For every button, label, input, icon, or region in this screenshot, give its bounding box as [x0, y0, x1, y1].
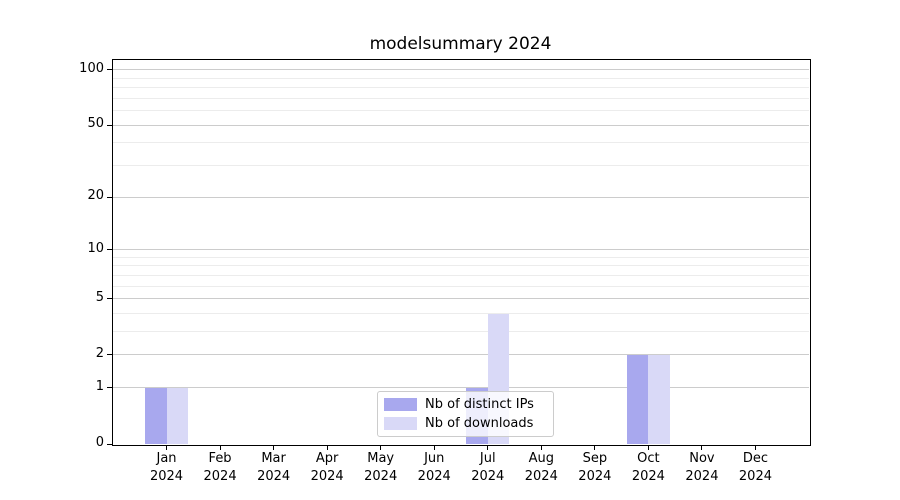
y-tick-label: 2	[95, 345, 104, 361]
x-tick	[594, 445, 596, 450]
gridline-major	[113, 249, 809, 251]
legend-label: Nb of distinct IPs	[425, 397, 534, 413]
x-tick	[273, 445, 275, 450]
gridline-major	[113, 387, 809, 389]
gridline-minor	[113, 97, 809, 99]
y-tick	[107, 249, 112, 251]
x-tick-label: Oct 2024	[631, 451, 665, 484]
x-tick-label: Aug 2024	[524, 451, 558, 484]
x-tick	[487, 445, 489, 450]
gridline-minor	[113, 77, 809, 79]
legend-label: Nb of downloads	[425, 415, 534, 431]
y-tick-label: 0	[95, 435, 104, 450]
gridline-minor	[113, 313, 809, 314]
x-tick-label: Apr 2024	[310, 451, 344, 484]
x-tick	[433, 445, 435, 450]
gridline-minor	[113, 256, 809, 258]
x-tick	[647, 445, 649, 450]
gridline-minor	[113, 274, 809, 276]
x-tick-label: May 2024	[364, 451, 398, 484]
chart-title: modelsummary 2024	[369, 34, 552, 54]
legend-item-nb-of-distinct-ips: Nb of distinct IPs	[384, 397, 547, 412]
x-tick	[326, 445, 328, 450]
gridline-minor	[113, 331, 809, 333]
x-tick	[219, 445, 221, 450]
y-tick-label: 20	[87, 188, 104, 204]
x-tick-label: Mar 2024	[257, 451, 291, 484]
y-tick	[107, 387, 112, 389]
gridline-major	[113, 196, 809, 198]
x-tick-label: Jul 2024	[471, 451, 505, 484]
x-tick-label: Dec 2024	[738, 451, 772, 484]
y-tick	[107, 298, 112, 300]
x-tick-label: Nov 2024	[685, 451, 719, 484]
legend: Nb of distinct IPs Nb of downloads	[377, 391, 554, 437]
y-tick	[107, 443, 112, 445]
bar-nb-of-downloads-jan-2024	[166, 387, 189, 444]
gridline-minor	[113, 165, 809, 167]
x-tick-label: Jan 2024	[149, 451, 184, 484]
y-tick	[107, 354, 112, 356]
legend-item-nb-of-downloads: Nb of downloads	[384, 416, 547, 431]
y-tick	[107, 196, 112, 198]
gridline-major	[113, 124, 809, 126]
x-tick-label: Feb 2024	[203, 451, 237, 484]
x-tick	[540, 445, 542, 450]
gridline-minor	[113, 142, 809, 144]
gridline-major	[113, 298, 809, 300]
gridline-minor	[113, 285, 809, 287]
y-tick-label: 100	[79, 60, 104, 76]
y-tick	[107, 124, 112, 126]
y-tick	[107, 69, 112, 71]
axes-frame	[112, 59, 811, 446]
x-tick	[754, 445, 756, 450]
x-tick	[380, 445, 382, 450]
y-tick-label: 5	[95, 289, 104, 305]
x-tick-label: Sep 2024	[578, 451, 612, 484]
y-tick-label: 50	[87, 116, 104, 132]
x-tick	[166, 445, 168, 450]
gridline-minor	[113, 87, 809, 89]
bar-nb-of-distinct-ips-jan-2024	[145, 387, 167, 444]
bar-nb-of-downloads-oct-2024	[648, 354, 670, 444]
x-tick-label: Jun 2024	[417, 451, 451, 484]
gridline-minor	[113, 265, 809, 267]
legend-swatch-nb-of-downloads	[384, 416, 417, 430]
x-tick	[701, 445, 703, 450]
bar-nb-of-distinct-ips-oct-2024	[626, 354, 649, 444]
gridline-major	[113, 69, 809, 71]
gridline-major	[113, 354, 809, 356]
legend-swatch-nb-of-distinct-ips	[384, 398, 417, 412]
y-tick-label: 10	[87, 240, 104, 256]
y-tick-label: 1	[95, 378, 104, 394]
gridline-minor	[113, 110, 809, 112]
